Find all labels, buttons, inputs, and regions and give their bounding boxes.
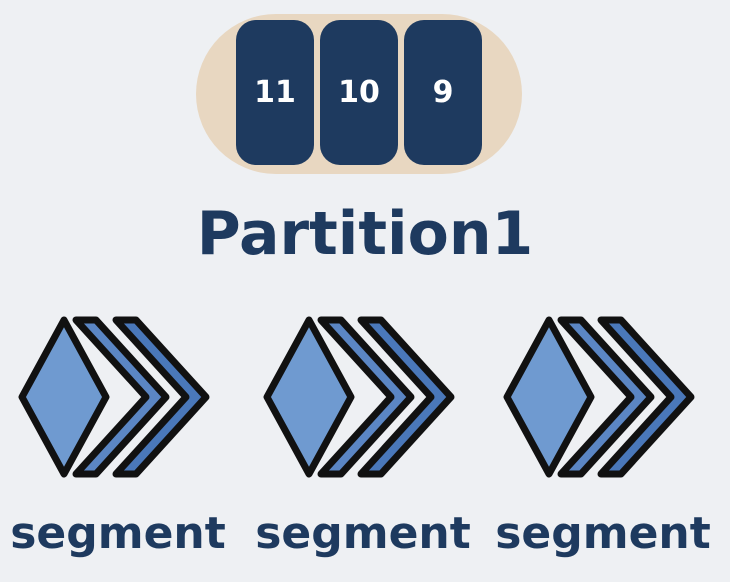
message-block: 11 — [236, 20, 314, 165]
segment-label: segment — [495, 508, 711, 559]
partition-title: Partition1 — [196, 199, 534, 269]
segment-icon — [261, 312, 465, 482]
message-block: 9 — [404, 20, 482, 165]
segment-label: segment — [10, 508, 226, 559]
message-block: 10 — [320, 20, 398, 165]
segment-icon — [16, 312, 220, 482]
segment-icon — [501, 312, 705, 482]
segment-label: segment — [255, 508, 471, 559]
